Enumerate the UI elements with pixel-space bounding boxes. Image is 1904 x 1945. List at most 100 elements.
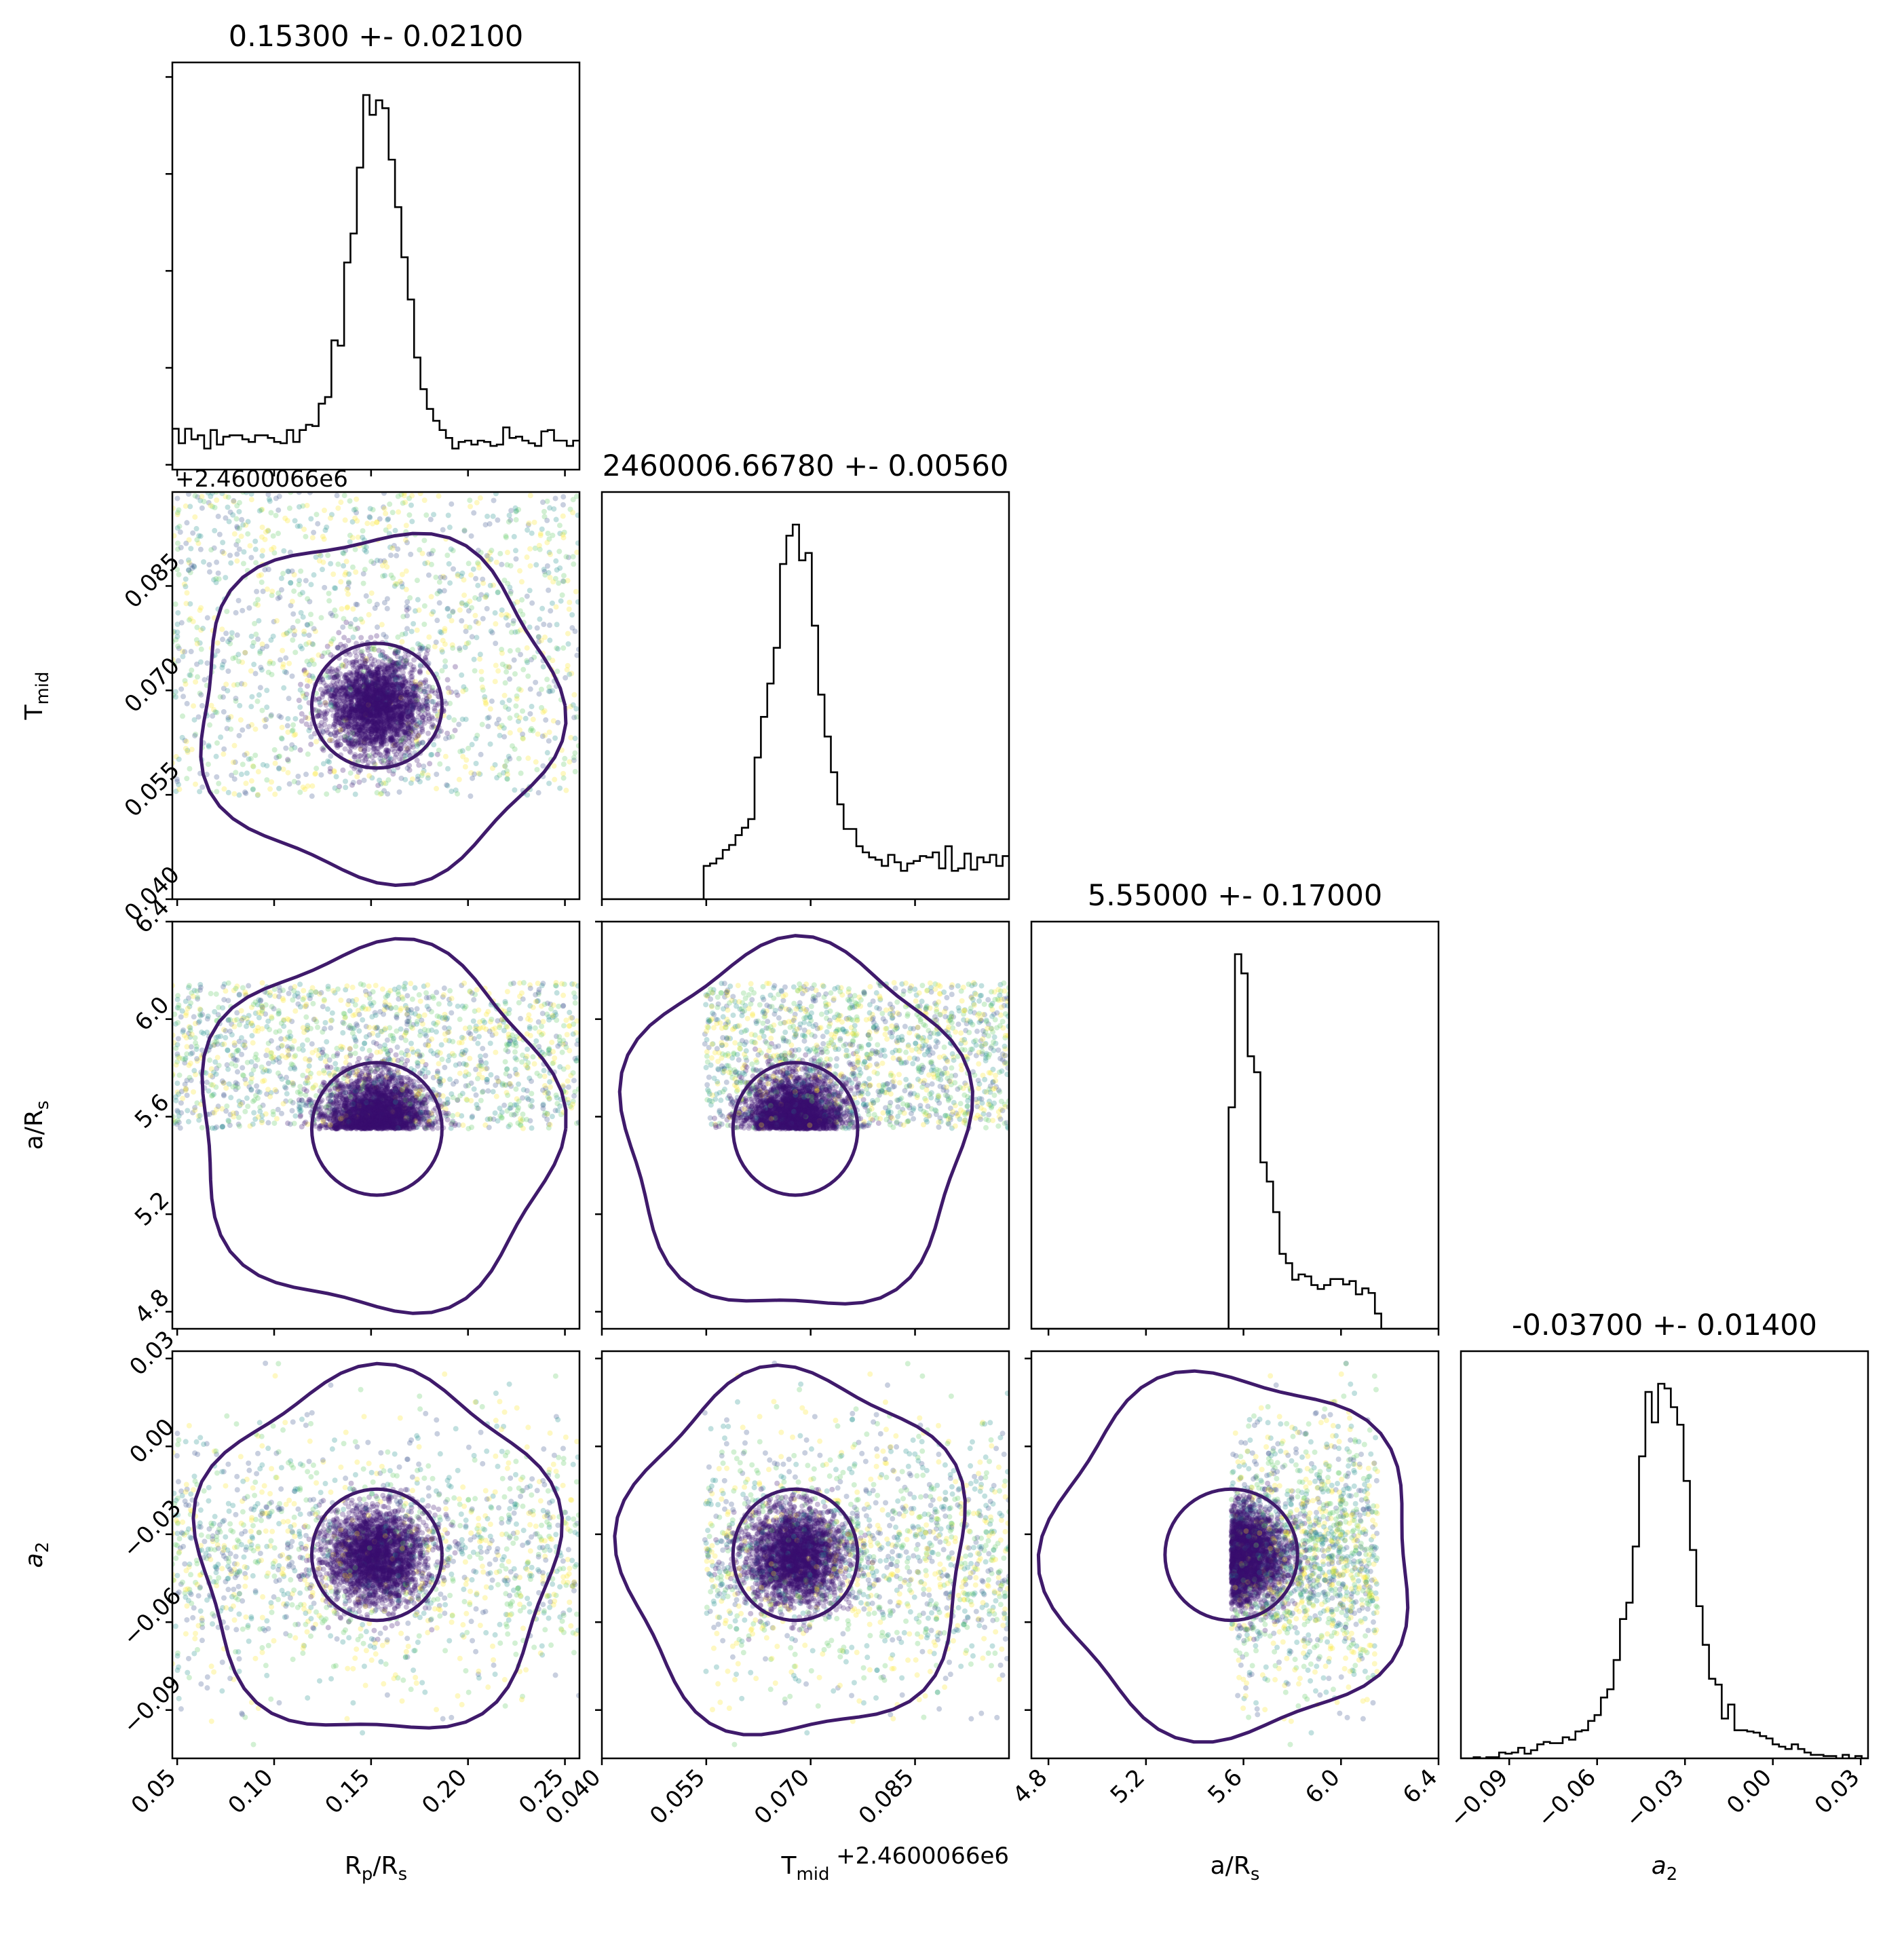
sample-point <box>529 725 535 732</box>
sample-point <box>359 705 365 711</box>
sample-point <box>409 493 415 499</box>
sample-point <box>415 774 421 780</box>
sample-point <box>172 694 178 700</box>
sample-point <box>328 669 334 675</box>
sample-point <box>501 770 507 776</box>
sample-point <box>395 634 401 640</box>
sample-point <box>193 732 199 738</box>
sample-point <box>413 686 419 692</box>
sample-point <box>396 699 402 705</box>
sample-point <box>467 497 473 504</box>
sample-point <box>350 724 356 730</box>
sample-point <box>400 664 406 671</box>
sample-point <box>280 571 286 577</box>
sample-point <box>379 731 385 737</box>
sample-point <box>363 706 369 713</box>
sample-point <box>381 654 387 660</box>
sample-point <box>225 715 231 721</box>
sample-point <box>392 713 398 719</box>
sample-point <box>493 641 499 647</box>
sample-point <box>450 609 456 616</box>
sample-point <box>324 791 330 797</box>
sample-point <box>298 609 304 616</box>
sample-point <box>373 686 379 692</box>
sample-point <box>460 688 466 694</box>
sample-point <box>351 731 358 737</box>
sample-point <box>529 657 535 663</box>
sample-point <box>374 624 380 630</box>
sample-point <box>360 721 366 727</box>
sample-point <box>381 690 387 696</box>
sample-point <box>518 770 524 776</box>
sample-point <box>183 576 189 582</box>
sample-point <box>368 716 374 722</box>
sample-point <box>375 702 381 708</box>
sample-point <box>415 696 421 702</box>
sample-point <box>214 774 220 780</box>
sample-point <box>280 664 286 671</box>
sample-point <box>372 683 378 690</box>
sample-point <box>416 706 422 712</box>
sample-point <box>309 641 316 647</box>
sample-point <box>402 702 408 708</box>
sample-point <box>357 767 363 773</box>
sample-point <box>353 679 359 685</box>
sample-point <box>220 637 226 643</box>
sample-point <box>384 711 390 717</box>
sample-point <box>378 691 384 697</box>
sample-point <box>391 690 397 696</box>
sample-point <box>360 528 366 534</box>
sample-point <box>408 726 415 732</box>
sample-point <box>269 779 275 785</box>
sample-point <box>374 723 380 729</box>
sample-point <box>356 724 362 730</box>
sample-point <box>425 775 431 781</box>
sample-point <box>503 758 510 764</box>
sample-point <box>362 658 368 664</box>
sample-point <box>389 717 396 723</box>
sample-point <box>344 694 350 700</box>
sample-point <box>541 708 548 714</box>
sample-point <box>214 740 220 746</box>
sample-point <box>354 742 360 748</box>
sample-point <box>526 520 532 526</box>
sample-point <box>354 670 360 676</box>
sample-point <box>312 707 318 713</box>
sample-point <box>349 700 356 706</box>
sample-point <box>404 713 411 719</box>
sample-point <box>375 705 381 711</box>
sample-point <box>385 725 392 731</box>
sample-point <box>461 527 468 533</box>
sample-point <box>449 734 455 740</box>
sample-point <box>365 709 371 715</box>
sample-point <box>382 662 388 668</box>
sample-point <box>463 628 469 635</box>
sample-point <box>328 512 335 518</box>
sample-point <box>331 675 337 681</box>
sample-point <box>332 785 338 791</box>
sample-point <box>495 717 501 723</box>
sample-point <box>306 662 312 668</box>
sample-point <box>381 709 387 715</box>
sample-point <box>374 706 380 713</box>
sample-point <box>364 715 370 721</box>
sample-point <box>326 759 332 765</box>
sample-point <box>409 674 415 680</box>
sample-point <box>381 704 387 710</box>
sample-point <box>396 702 402 709</box>
sample-point <box>421 688 427 694</box>
sample-point <box>340 663 346 669</box>
sample-point <box>346 738 352 744</box>
sample-point <box>361 777 367 783</box>
sample-point <box>377 777 383 783</box>
sample-point <box>382 695 388 701</box>
sample-point <box>366 713 373 719</box>
sample-point <box>568 1015 574 1021</box>
sample-point <box>382 682 388 688</box>
sample-point <box>370 700 376 706</box>
sample-point <box>345 686 351 692</box>
sample-point <box>573 493 579 499</box>
sample-point <box>534 625 540 631</box>
sample-point <box>391 670 397 676</box>
sample-point <box>356 719 362 725</box>
